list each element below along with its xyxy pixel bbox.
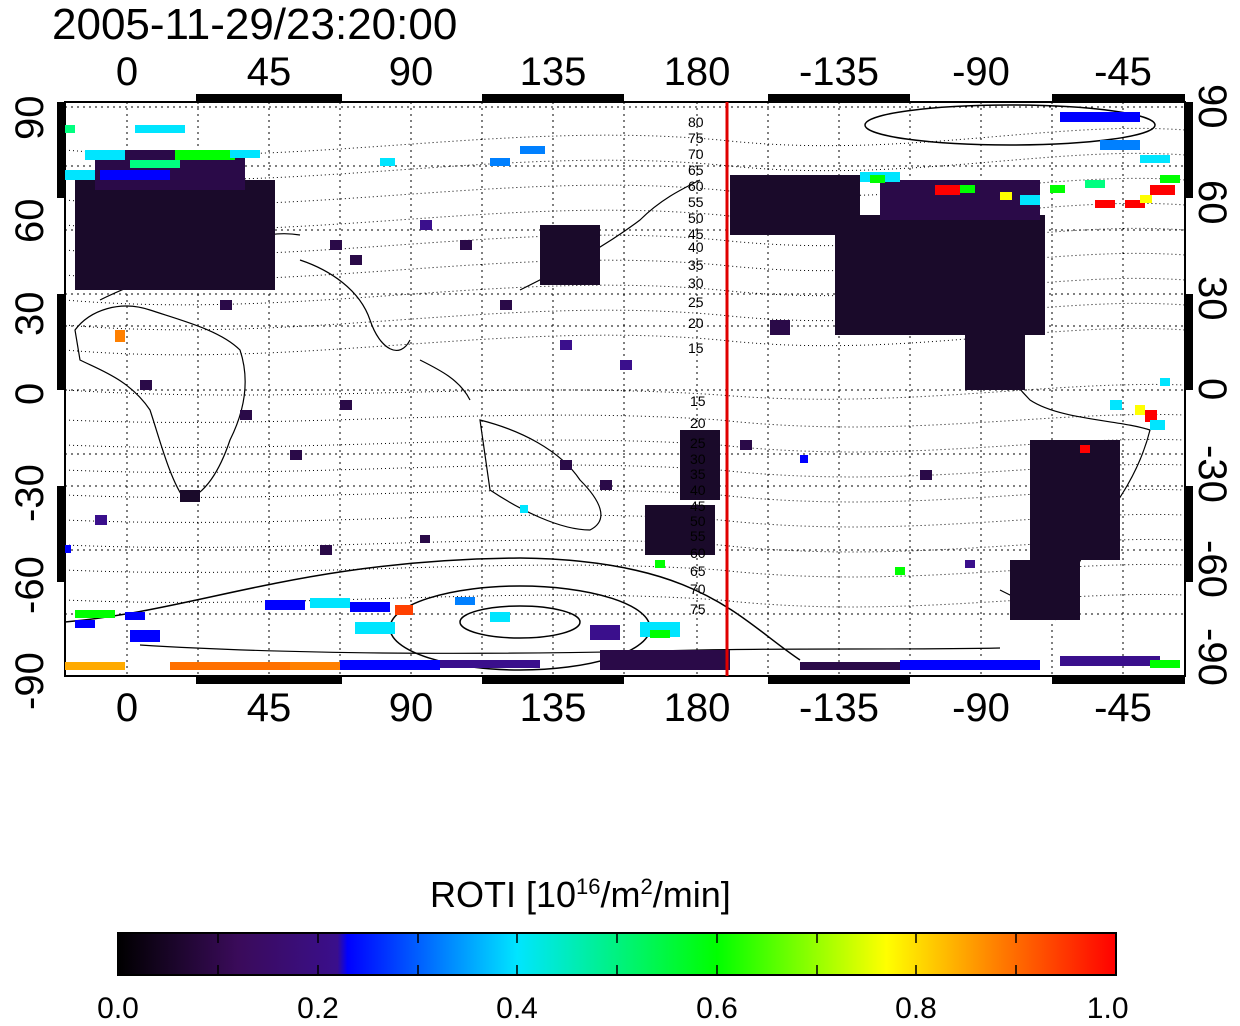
lon-tick-top: -45 xyxy=(1094,50,1152,94)
svg-text:60: 60 xyxy=(688,178,704,194)
roti-data xyxy=(65,112,1180,670)
svg-text:25: 25 xyxy=(690,435,706,451)
colorbar-label: 0.2 xyxy=(297,992,339,1025)
lon-tick-top: 180 xyxy=(663,50,731,94)
colorbar-ticks xyxy=(217,933,1017,975)
svg-text:70: 70 xyxy=(688,146,704,162)
svg-text:15: 15 xyxy=(690,393,706,409)
frame-tick-bars xyxy=(57,94,1193,684)
colorbar-label: 1.0 xyxy=(1086,992,1129,1025)
lon-tick-bottom: -135 xyxy=(798,686,880,730)
graticule xyxy=(65,102,1185,676)
lon-tick-bottom: -45 xyxy=(1094,686,1152,730)
svg-text:25: 25 xyxy=(688,294,704,310)
svg-text:65: 65 xyxy=(690,563,706,579)
svg-text:75: 75 xyxy=(690,601,706,617)
svg-text:80: 80 xyxy=(688,114,704,130)
svg-text:35: 35 xyxy=(688,257,704,273)
lon-tick-bottom: -90 xyxy=(952,686,1010,730)
lon-tick-top: 0 xyxy=(115,50,139,94)
svg-text:55: 55 xyxy=(690,528,706,544)
colorbar-title: ROTI [1016/m2/min] xyxy=(430,874,731,915)
lon-tick-bottom: 135 xyxy=(519,686,587,730)
lon-tick-top: 135 xyxy=(519,50,587,94)
svg-text:15: 15 xyxy=(688,340,704,356)
colorbar-label: 0.8 xyxy=(895,992,937,1025)
lon-tick-top: -135 xyxy=(798,50,880,94)
colorbar-label: 0.6 xyxy=(696,992,738,1025)
svg-text:60: 60 xyxy=(690,545,706,561)
lon-tick-bottom: 90 xyxy=(388,686,434,730)
svg-text:55: 55 xyxy=(688,194,704,210)
svg-text:50: 50 xyxy=(688,210,704,226)
svg-text:20: 20 xyxy=(690,415,706,431)
lon-tick-bottom: 45 xyxy=(246,686,292,730)
svg-text:35: 35 xyxy=(690,466,706,482)
lon-tick-bottom: 180 xyxy=(663,686,731,730)
colorbar-label: 0.0 xyxy=(97,992,139,1025)
lon-tick-top: 45 xyxy=(246,50,292,94)
svg-text:50: 50 xyxy=(690,513,706,529)
svg-text:30: 30 xyxy=(688,275,704,291)
timestamp: 2005-11-29/23:20:00 xyxy=(52,0,458,49)
svg-text:20: 20 xyxy=(688,315,704,331)
svg-text:45: 45 xyxy=(690,498,706,514)
svg-text:75: 75 xyxy=(688,130,704,146)
lon-tick-top: -90 xyxy=(952,50,1010,94)
svg-text:65: 65 xyxy=(688,162,704,178)
lon-tick-bottom: 0 xyxy=(115,686,139,730)
svg-text:70: 70 xyxy=(690,581,706,597)
colorbar-label: 0.4 xyxy=(496,992,538,1025)
lon-tick-top: 90 xyxy=(388,50,434,94)
svg-text:30: 30 xyxy=(690,451,706,467)
svg-text:40: 40 xyxy=(690,482,706,498)
contour-labels: 80 75 70 65 60 55 50 45 40 35 30 25 20 1… xyxy=(688,114,706,617)
svg-text:45: 45 xyxy=(688,226,704,242)
svg-text:40: 40 xyxy=(688,239,704,255)
